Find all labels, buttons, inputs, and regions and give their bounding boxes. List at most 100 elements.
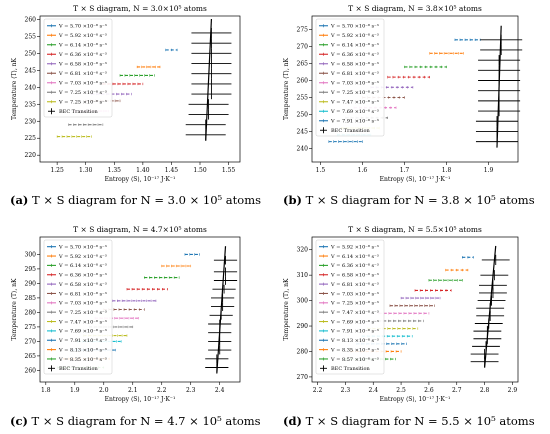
legend-label: V = 7.91 ×10⁻⁸ s⁻³	[330, 119, 379, 125]
legend-label: V = 6.58 ×10⁻⁸ s⁻³	[58, 282, 107, 288]
chart-panel-1: T × S diagram, N = 3.8×10⁵ atoms 1.5 1.6 1.…	[283, 4, 523, 183]
y-tick-label: 270	[297, 44, 309, 51]
y-axis-label: Temperature ⟨T⟩, nK	[283, 57, 290, 120]
x-tick-label: 1.7	[400, 167, 410, 174]
legend-label: V = 6.14 ×10⁻⁸ s⁻³	[58, 43, 107, 49]
legend-label: V = 7.25 ×10⁻⁸ s⁻³	[58, 90, 107, 96]
caption-d: (d) T × S diagram for N = 5.5 × 10⁵ atom…	[283, 414, 535, 428]
x-axis-label: Entropy ⟨S⟩, 10⁻¹⁷ J·K⁻¹	[380, 396, 451, 403]
y-tick-label: 320	[297, 247, 309, 254]
y-tick-label: 235	[25, 101, 37, 108]
x-tick-label: 1.40	[136, 167, 150, 174]
legend-label: V = 6.36 ×10⁻⁸ s⁻³	[58, 273, 107, 279]
chart-title: T × S diagram, N = 3.8×10⁵ atoms	[348, 4, 482, 13]
x-tick-label: 1.8	[442, 167, 452, 174]
y-tick-label: 290	[297, 323, 309, 330]
legend-label: V = 7.91 ×10⁻⁸ s⁻³	[58, 338, 107, 344]
x-tick-label: 1.30	[79, 167, 93, 174]
legend-label: V = 6.14 ×10⁻⁸ s⁻³	[330, 254, 379, 260]
plot-frame	[39, 15, 241, 163]
legend-label: V = 5.70 ×10⁻⁸ s⁻³	[58, 244, 107, 250]
legend-label: V = 6.58 ×10⁻⁸ s⁻³	[330, 273, 379, 279]
x-axis-label: Entropy ⟨S⟩, 10⁻¹⁷ J·K⁻¹	[105, 176, 176, 183]
x-tick-label: 2.3	[186, 387, 196, 394]
legend-label: V = 6.14 ×10⁻⁸ s⁻³	[58, 263, 107, 269]
bec-transition-line	[483, 245, 497, 368]
plot-frame	[311, 15, 519, 163]
legend-label: V = 6.81 ×10⁻⁸ s⁻³	[58, 71, 107, 77]
y-tick-label: 310	[297, 272, 309, 279]
x-tick-label: 1.45	[165, 167, 179, 174]
x-tick-label: 2.8	[480, 387, 490, 394]
x-tick-label: 2.4	[368, 387, 378, 394]
y-tick-label: 245	[25, 67, 37, 74]
legend-label: V = 7.03 ×10⁻⁸ s⁻³	[330, 81, 379, 87]
legend-label: V = 6.36 ×10⁻⁸ s⁻³	[58, 52, 107, 58]
y-tick-label: 225	[25, 135, 37, 142]
x-tick-label: 1.55	[222, 167, 236, 174]
legend-label: V = 7.47 ×10⁻⁸ s⁻³	[330, 100, 379, 106]
chart-title: T × S diagram, N = 4.7×10⁵ atoms	[73, 225, 207, 234]
bec-transition-line	[216, 246, 227, 374]
x-tick-label: 1.5	[316, 167, 326, 174]
legend-label: V = 5.92 ×10⁻⁸ s⁻³	[58, 33, 107, 39]
chart-title: T × S diagram, N = 3.0×10⁵ atoms	[73, 4, 207, 13]
legend-label: V = 7.47 ×10⁻⁸ s⁻³	[330, 310, 379, 316]
legend-label: V = 5.92 ×10⁻⁸ s⁻³	[330, 244, 379, 250]
legend-label: V = 7.25 ×10⁻⁸ s⁻³	[330, 301, 379, 307]
legend-label-bec: BEC Transition	[59, 109, 98, 115]
legend-label-bec: BEC Transition	[59, 366, 98, 372]
x-axis-label: Entropy ⟨S⟩, 10⁻¹⁷ J·K⁻¹	[105, 396, 176, 403]
y-tick-label: 295	[25, 266, 37, 273]
x-tick-label: 2.6	[424, 387, 434, 394]
plot-frame	[311, 236, 519, 383]
legend-label: V = 7.25 ×10⁻⁸ s⁻³	[58, 100, 107, 106]
legend-label: V = 7.03 ×10⁻⁸ s⁻³	[330, 291, 379, 297]
y-tick-label: 250	[297, 111, 309, 118]
legend-box	[43, 18, 113, 118]
chart-panel-3: T × S diagram, N = 5.5×10⁵ atoms 2.2 2.3 2.…	[283, 225, 519, 403]
x-tick-label: 1.35	[108, 167, 122, 174]
y-tick-label: 230	[25, 118, 37, 125]
chart-title: T × S diagram, N = 5.5×10⁵ atoms	[348, 225, 482, 234]
y-tick-label: 300	[25, 251, 37, 258]
legend-label: V = 8.13 ×10⁻⁸ s⁻³	[330, 338, 379, 344]
legend-label: V = 6.81 ×10⁻⁸ s⁻³	[330, 71, 379, 77]
y-tick-label: 275	[25, 324, 37, 331]
y-tick-label: 280	[25, 309, 37, 316]
y-axis-label: Temperature ⟨T⟩, nK	[283, 278, 290, 341]
x-tick-label: 2.1	[128, 387, 138, 394]
legend-box	[315, 239, 385, 375]
x-tick-label: 1.9	[70, 387, 80, 394]
y-tick-label: 300	[297, 298, 309, 305]
legend-label: V = 6.14 ×10⁻⁸ s⁻³	[330, 43, 379, 49]
legend-label: V = 8.35 ×10⁻⁸ s⁻³	[58, 357, 107, 363]
y-tick-label: 275	[297, 27, 309, 34]
y-tick-label: 280	[297, 348, 309, 355]
y-axis-label: Temperature ⟨T⟩, nK	[11, 278, 18, 341]
x-tick-label: 2.9	[508, 387, 518, 394]
legend-label: V = 6.36 ×10⁻⁸ s⁻³	[330, 263, 379, 269]
y-tick-label: 260	[297, 78, 309, 85]
legend-label: V = 7.69 ×10⁻⁸ s⁻³	[58, 329, 107, 335]
legend-label: V = 7.03 ×10⁻⁸ s⁻³	[58, 301, 107, 307]
legend-label: V = 5.92 ×10⁻⁸ s⁻³	[58, 254, 107, 260]
bec-transition-line	[496, 25, 502, 148]
x-tick-label: 2.3	[341, 387, 351, 394]
y-axis-label: Temperature ⟨T⟩, nK	[11, 57, 18, 120]
y-tick-label: 220	[25, 152, 37, 159]
legend-label: V = 8.35 ×10⁻⁸ s⁻³	[330, 347, 379, 353]
x-tick-label: 2.2	[157, 387, 167, 394]
x-tick-label: 1.6	[358, 167, 368, 174]
legend-label-bec: BEC Transition	[331, 366, 370, 372]
x-tick-label: 2.5	[396, 387, 406, 394]
legend-label: V = 6.81 ×10⁻⁸ s⁻³	[330, 282, 379, 288]
y-tick-label: 240	[25, 84, 37, 91]
y-tick-label: 260	[25, 367, 37, 374]
y-tick-label: 265	[297, 61, 309, 68]
legend-label: V = 8.57 ×10⁻⁸ s⁻³	[330, 357, 379, 363]
x-tick-label: 1.9	[484, 167, 494, 174]
caption-a: (a) T × S diagram for N = 3.0 × 10⁵ atom…	[10, 193, 262, 207]
plot-frame	[39, 236, 241, 383]
